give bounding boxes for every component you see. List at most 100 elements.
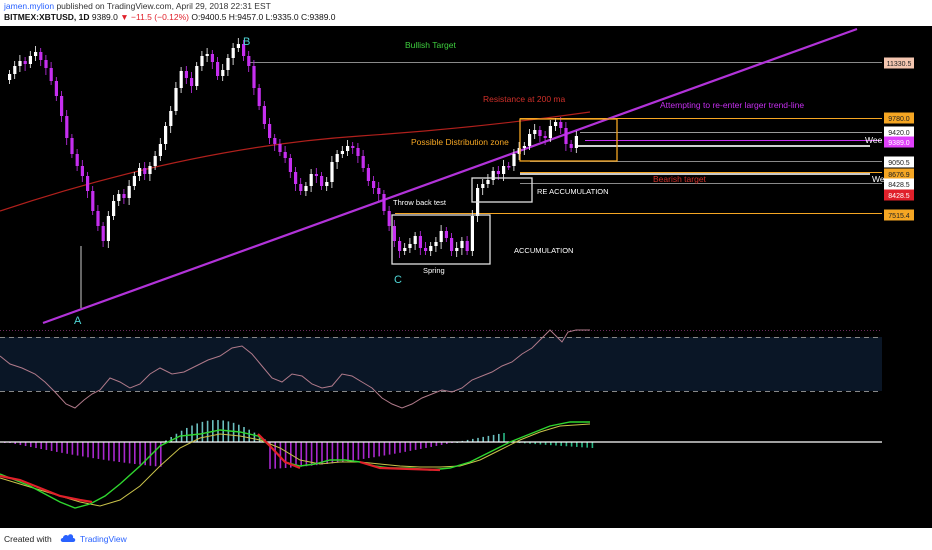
macd-bar [295, 442, 297, 468]
candle-body [148, 166, 152, 174]
macd-bar [357, 442, 360, 460]
distribution-box[interactable] [519, 118, 618, 162]
price-label: 9420.0 [888, 130, 910, 137]
candle-body [377, 188, 381, 194]
re-accumulation-label: RE ACCUMULATION [537, 187, 609, 196]
tradingview-cloud-icon[interactable] [59, 532, 77, 546]
tradingview-brand-link[interactable]: TradingView [80, 534, 127, 544]
ohlc-values: O:9400.5 H:9457.0 L:9335.0 C:9389.0 [191, 12, 336, 22]
price-label-bg [884, 168, 914, 180]
candle-body [491, 171, 495, 180]
macd-bar [399, 442, 401, 453]
price-label: 8428.5 [888, 182, 910, 189]
point-c-label: C [394, 274, 402, 286]
accumulation-box[interactable] [391, 214, 491, 265]
macd-bar [87, 442, 89, 458]
candle-body [65, 116, 69, 138]
candle-body [169, 111, 173, 126]
candle-body [356, 148, 360, 156]
candle-body [96, 211, 100, 226]
price-label: 7515.4 [888, 213, 910, 220]
macd-bar [321, 442, 323, 465]
candle-body [164, 126, 168, 144]
candle-body [486, 180, 490, 184]
macd-bar [342, 442, 344, 462]
candle-body [44, 60, 48, 68]
candle-body [543, 136, 547, 138]
macd-bar [368, 442, 370, 459]
macd-bar [258, 435, 261, 442]
author-link[interactable]: jamen.mylion [4, 1, 55, 11]
candle-body [569, 144, 573, 148]
macd-bar [92, 442, 94, 459]
candle-body [434, 242, 438, 246]
candle-body [34, 52, 38, 56]
macd-bar [492, 434, 495, 442]
point-b-label: B [243, 36, 250, 48]
candle-body [408, 244, 412, 248]
re-accumulation-box[interactable] [471, 177, 533, 203]
macd-bar [123, 442, 126, 463]
candle-body [70, 138, 74, 154]
macd-bar [45, 442, 48, 450]
macd-bar [430, 442, 432, 447]
throwback-label: Throw back test [393, 198, 447, 207]
chart-footer: Created with TradingView [0, 528, 932, 550]
macd-bar [388, 442, 391, 455]
chart-area[interactable]: Bullish Target Resistance at 200 ma Atte… [0, 26, 932, 528]
spring-label: Spring [423, 266, 445, 275]
candle-body [8, 74, 12, 80]
candle-body [398, 241, 402, 251]
price-label-bg [884, 126, 914, 138]
candle-body [564, 128, 568, 144]
candle-body [538, 130, 542, 136]
macd-bar [24, 442, 27, 447]
trend-line[interactable] [42, 27, 858, 325]
macd-bar [544, 442, 547, 445]
candle-body [13, 66, 17, 74]
candlestick-series [8, 38, 578, 308]
price-label-bg [884, 136, 914, 148]
candle-body [309, 174, 313, 186]
reenter-label: Attempting to re-enter larger trend-line [660, 100, 804, 110]
candle-body [205, 54, 209, 56]
macd-bar [331, 442, 334, 464]
candle-body [179, 71, 183, 88]
macd-bar [50, 442, 53, 451]
macd-bar [82, 442, 84, 457]
candle-body [507, 166, 511, 168]
candle-body [268, 124, 272, 138]
candle-body [200, 56, 204, 66]
chart-canvas[interactable]: Bullish Target Resistance at 200 ma Atte… [0, 26, 932, 528]
candle-body [252, 66, 256, 88]
macd-bar [227, 421, 230, 442]
macd-bar [487, 435, 490, 442]
distribution-label: Possible Distribution zone [411, 137, 509, 147]
candle-body [299, 184, 303, 191]
price-label-bg [884, 57, 914, 69]
candle-body [450, 238, 454, 251]
macd-bar [56, 442, 58, 452]
macd-bar [76, 442, 79, 456]
price-axis-labels: 11330.5 9780.0 9420.0 9389.0 9050.5 8676.9 842… [884, 57, 914, 221]
candle-body [361, 156, 365, 168]
macd-bar [232, 422, 235, 442]
candle-body [392, 226, 396, 241]
candle-body [112, 201, 116, 216]
candle-body [330, 162, 334, 182]
candle-body [418, 236, 422, 248]
macd-bar [305, 442, 308, 467]
candle-body [366, 168, 370, 181]
candle-body [346, 146, 350, 151]
candle-body [444, 231, 448, 238]
candle-body [455, 248, 459, 251]
candle-body [335, 154, 339, 162]
price-label: 9389.0 [888, 140, 910, 147]
macd-bar [435, 442, 438, 446]
macd-bar [576, 442, 578, 447]
price-label-bg [884, 209, 914, 221]
macd-bar [472, 438, 474, 442]
candle-body [80, 166, 84, 176]
macd-bar [482, 436, 484, 442]
macd-bar [71, 442, 74, 455]
